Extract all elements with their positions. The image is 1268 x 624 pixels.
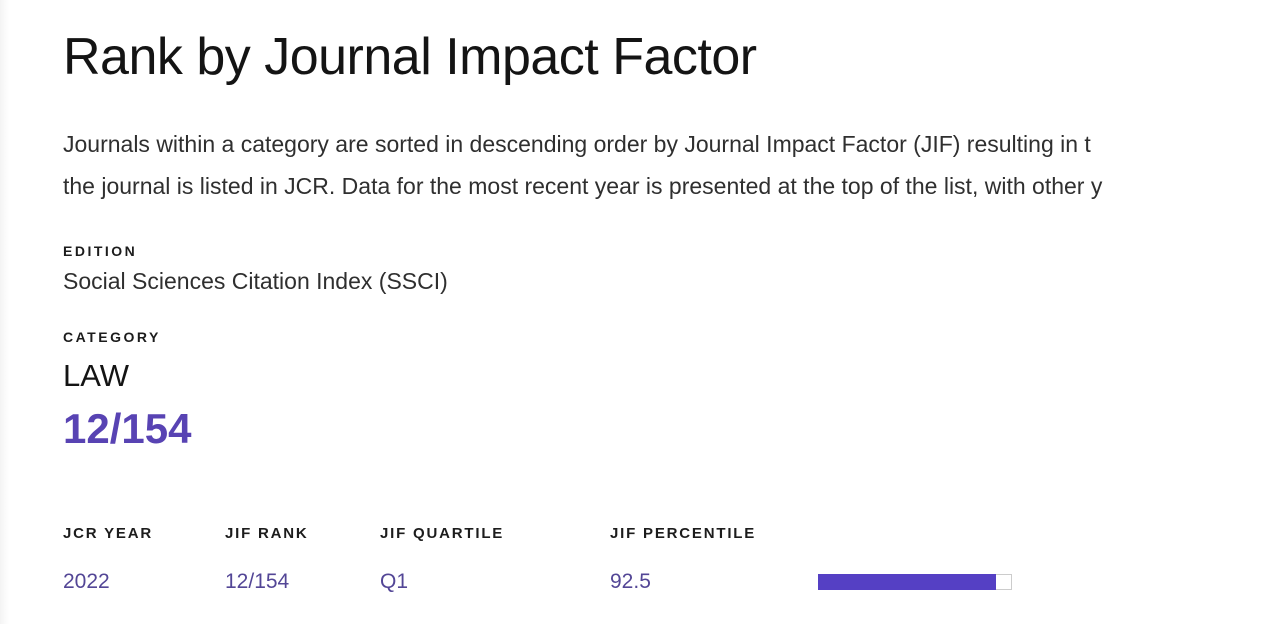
column-header-jif-quartile: JIF QUARTILE bbox=[380, 525, 505, 542]
edition-value: Social Sciences Citation Index (SSCI) bbox=[63, 268, 448, 294]
edition-label: EDITION bbox=[63, 243, 138, 259]
percentile-progress-bar bbox=[818, 574, 1012, 590]
category-rank-value: 12/154 bbox=[63, 405, 192, 452]
description-line-2: the journal is listed in JCR. Data for t… bbox=[63, 173, 1103, 199]
percentile-progress-fill bbox=[818, 574, 996, 590]
jif-rank-table: JCR YEAR JIF RANK JIF QUARTILE JIF PERCE… bbox=[63, 525, 1268, 595]
category-label: CATEGORY bbox=[63, 329, 161, 345]
column-header-jif-rank: JIF RANK bbox=[225, 525, 309, 542]
column-header-jif-percentile: JIF PERCENTILE bbox=[610, 525, 757, 542]
rank-by-jif-panel: Rank by Journal Impact Factor Journals w… bbox=[63, 28, 1268, 595]
table-header-row: JCR YEAR JIF RANK JIF QUARTILE JIF PERCE… bbox=[63, 525, 1268, 543]
description-line-1: Journals within a category are sorted in… bbox=[63, 131, 1091, 157]
jif-percentile-value: 92.5 bbox=[610, 570, 651, 593]
jcr-year-link[interactable]: 2022 bbox=[63, 570, 110, 593]
jif-quartile-value: Q1 bbox=[380, 570, 409, 593]
category-name: LAW bbox=[63, 358, 130, 393]
page-title: Rank by Journal Impact Factor bbox=[63, 28, 757, 86]
column-header-jcr-year: JCR YEAR bbox=[63, 525, 153, 542]
table-row: 2022 12/154 Q1 92.5 bbox=[63, 569, 1268, 595]
jif-rank-value: 12/154 bbox=[225, 570, 290, 593]
description-paragraph: Journals within a category are sorted in… bbox=[63, 123, 1268, 207]
